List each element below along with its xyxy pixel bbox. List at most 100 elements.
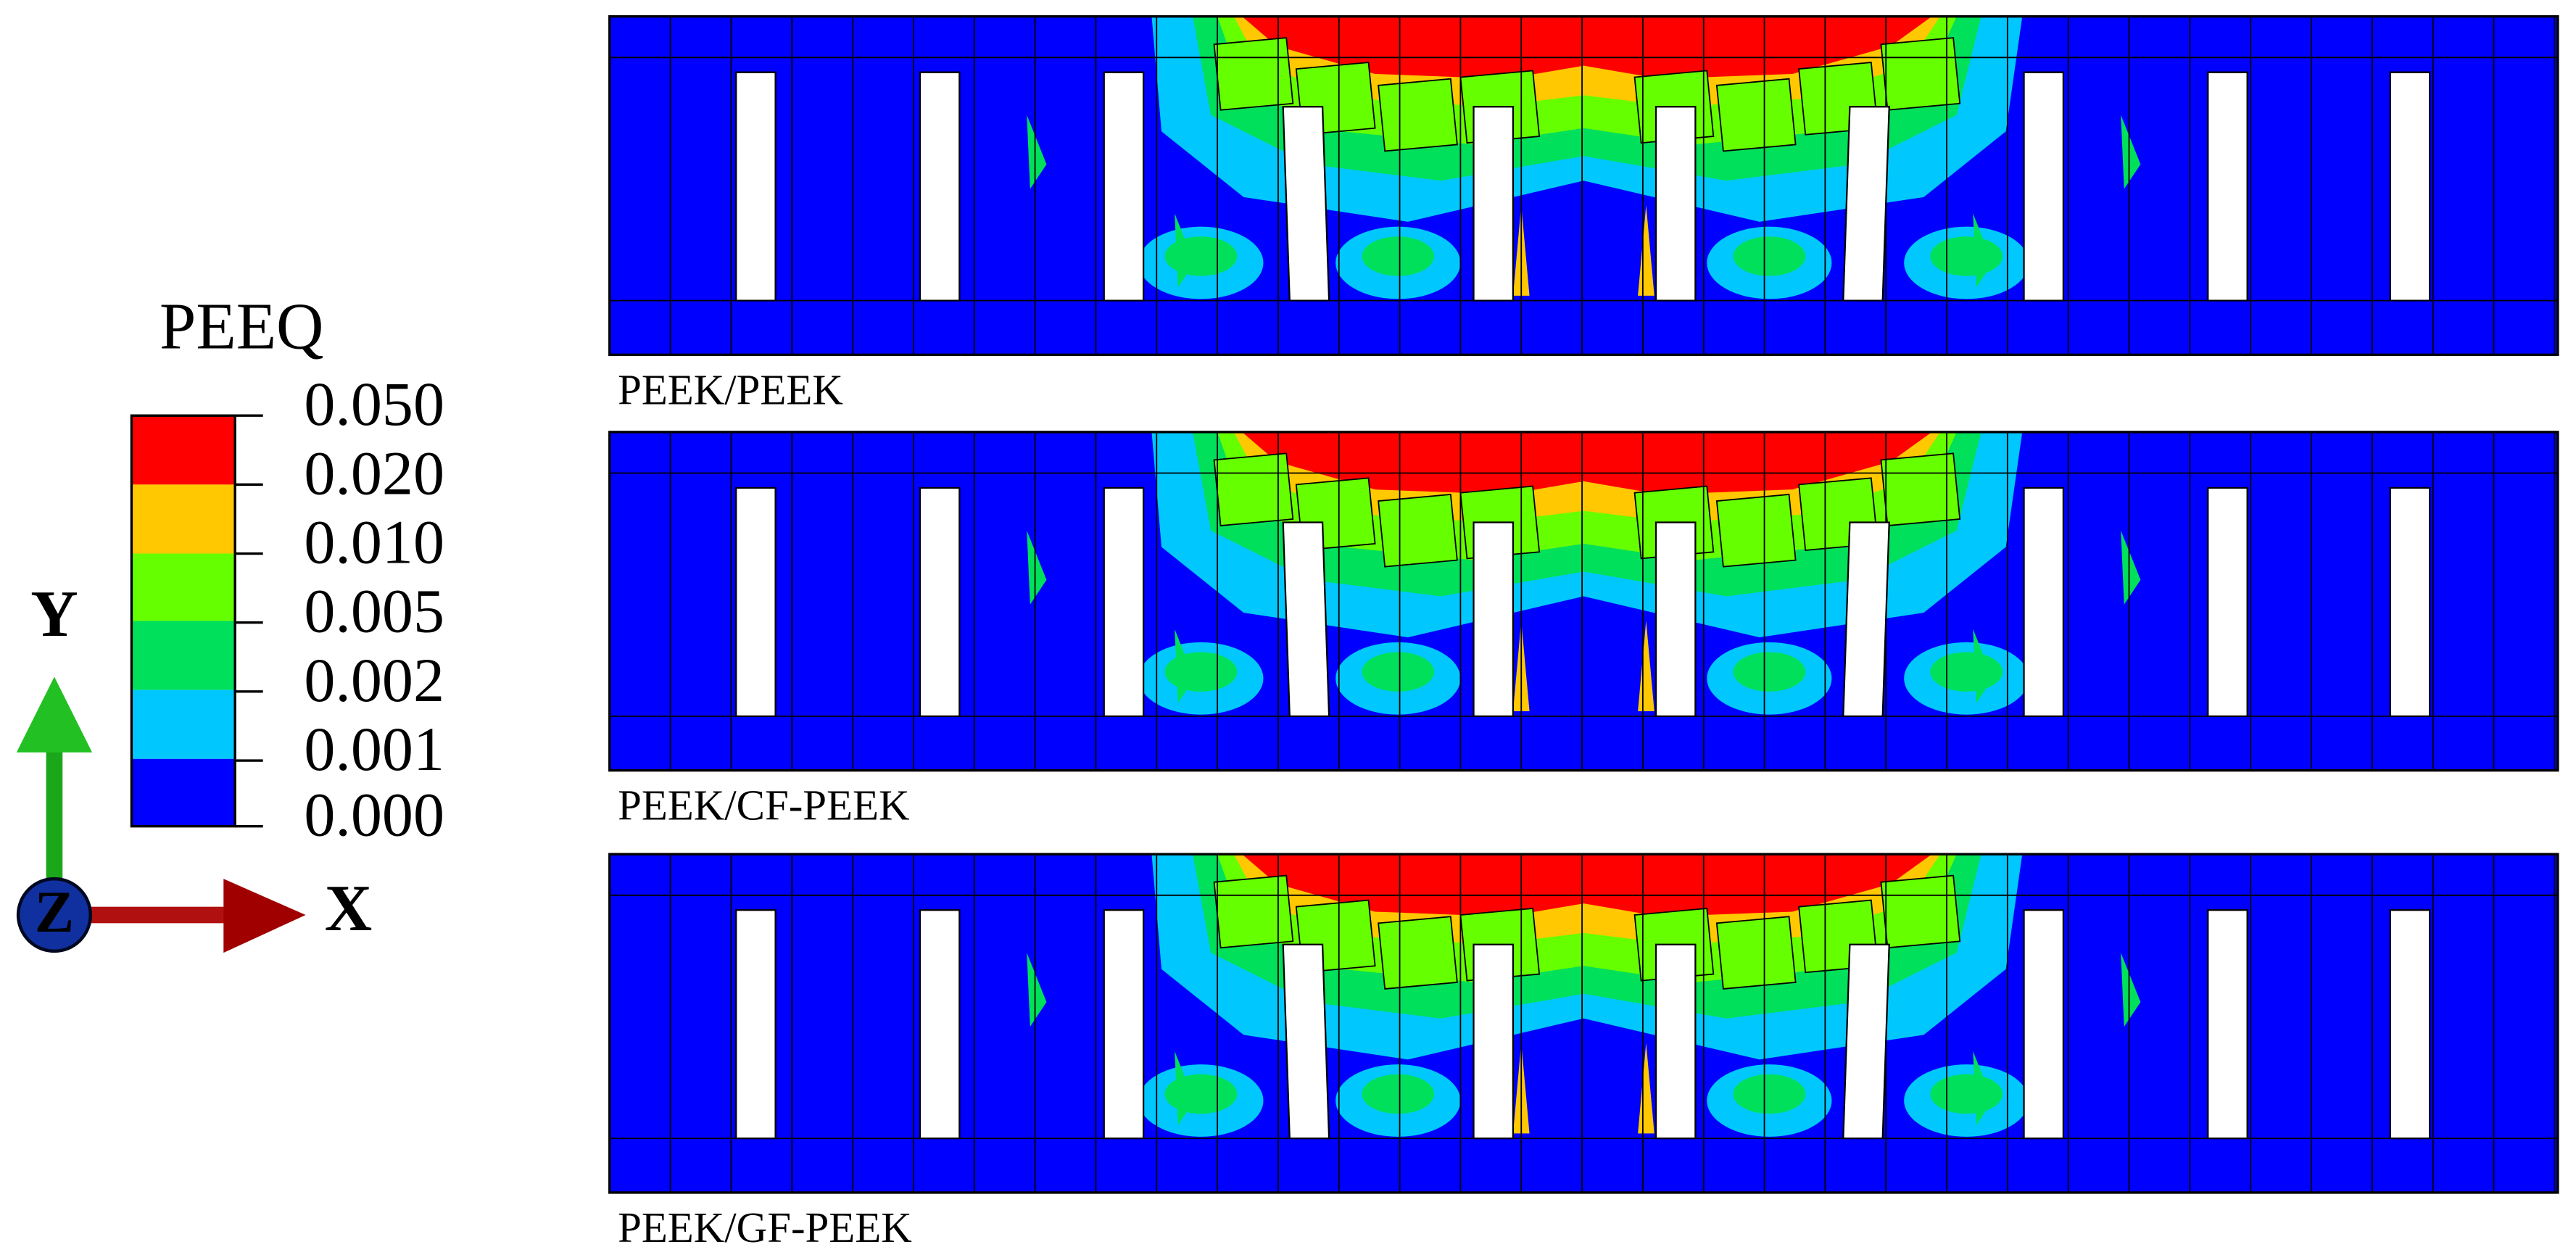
contour-region (1638, 621, 1654, 712)
slot (735, 71, 776, 302)
contour-region (1973, 1051, 1993, 1126)
slot (1654, 106, 1697, 302)
contour-region (1733, 1074, 1806, 1114)
deformed-element (1378, 493, 1458, 568)
contour-region (2121, 115, 2141, 189)
contour-region (1930, 652, 2003, 692)
slot (2023, 486, 2065, 717)
legend-title: PEEQ (160, 290, 324, 363)
axis-triad: Y X Z (16, 577, 372, 953)
z-axis-dot (16, 877, 93, 953)
y-arrow-shaft (46, 747, 63, 895)
legend-label: 0.001 (304, 714, 444, 784)
legend-label: 0.020 (304, 438, 444, 508)
contour-region (1930, 1074, 2003, 1114)
slot (2207, 486, 2248, 717)
slot (1473, 943, 1515, 1140)
z-axis-label: Z (35, 879, 74, 945)
slot (2389, 486, 2431, 717)
legend-band (131, 484, 236, 554)
contour-region (1027, 530, 1047, 605)
contour-region (1027, 115, 1047, 189)
panel-caption: PEEK/CF-PEEK (618, 782, 909, 829)
contour-region (1175, 213, 1195, 288)
slot (1103, 71, 1145, 302)
deformed-element (1880, 874, 1961, 949)
slot (2207, 71, 2248, 302)
slot (1473, 521, 1515, 717)
contour-region (1175, 1051, 1195, 1126)
slot (1103, 486, 1145, 717)
slot (1654, 943, 1697, 1140)
contour-region (1164, 236, 1238, 276)
x-arrow-shaft (65, 906, 231, 924)
contour-region (1175, 629, 1195, 703)
deformed-element (1880, 452, 1961, 527)
legend-band (131, 758, 236, 827)
slot (2023, 71, 2065, 302)
slot (735, 909, 776, 1140)
slot (919, 486, 961, 717)
deformed-element (1715, 916, 1797, 990)
slot (1282, 943, 1330, 1140)
contour-region (1973, 213, 1993, 288)
slot (2389, 71, 2431, 302)
slot (1473, 106, 1515, 302)
contour-region (1362, 1074, 1435, 1114)
slot (2389, 909, 2431, 1140)
deformed-element (1715, 78, 1797, 152)
deformed-element (1880, 37, 1961, 111)
legend-band (131, 415, 236, 485)
contour-region (2121, 953, 2141, 1027)
slot (1842, 521, 1890, 717)
y-arrow-head (16, 676, 93, 753)
deformed-element (1213, 874, 1294, 949)
legend-label: 0.002 (304, 645, 444, 715)
x-arrow-head (223, 879, 306, 953)
contour-region (1638, 205, 1654, 296)
slot (919, 909, 961, 1140)
contour-region (1242, 431, 1932, 494)
legend-label: 0.000 (304, 780, 444, 850)
contour-region (1930, 236, 2003, 276)
slot (2207, 909, 2248, 1140)
legend-band (131, 621, 236, 690)
slot (1842, 943, 1890, 1140)
slot (735, 486, 776, 717)
panel-frame (608, 431, 2559, 772)
x-axis-label: X (325, 871, 372, 945)
slot (1282, 521, 1330, 717)
deformed-element (1378, 78, 1458, 152)
deformed-element (1715, 493, 1797, 568)
deformed-element (1378, 916, 1458, 990)
panel-caption: PEEK/GF-PEEK (618, 1204, 912, 1251)
contour-panel (608, 431, 2559, 772)
contour-region (1164, 652, 1238, 692)
slot (1842, 106, 1890, 302)
contour-region (1242, 16, 1932, 79)
deformed-element (1213, 452, 1294, 527)
slot (1282, 106, 1330, 302)
panel-frame (608, 15, 2559, 357)
legend-band (131, 553, 236, 621)
contour-region (1027, 953, 1047, 1027)
panel-frame (608, 853, 2559, 1194)
legend-label: 0.005 (304, 576, 444, 646)
deformed-element (1213, 37, 1294, 111)
contour-region (1362, 652, 1435, 692)
legend-label: 0.050 (304, 369, 444, 439)
panel-caption: PEEK/PEEK (618, 366, 843, 413)
slot (919, 71, 961, 302)
legend-band (131, 689, 236, 759)
legend-frame (130, 414, 236, 828)
legend-label: 0.010 (304, 507, 444, 576)
contour-region (1164, 1074, 1238, 1114)
contour-region (1973, 629, 1993, 703)
contour-region (1242, 854, 1932, 917)
contour-region (1733, 652, 1806, 692)
contour-region (2121, 530, 2141, 605)
slot (1103, 909, 1145, 1140)
